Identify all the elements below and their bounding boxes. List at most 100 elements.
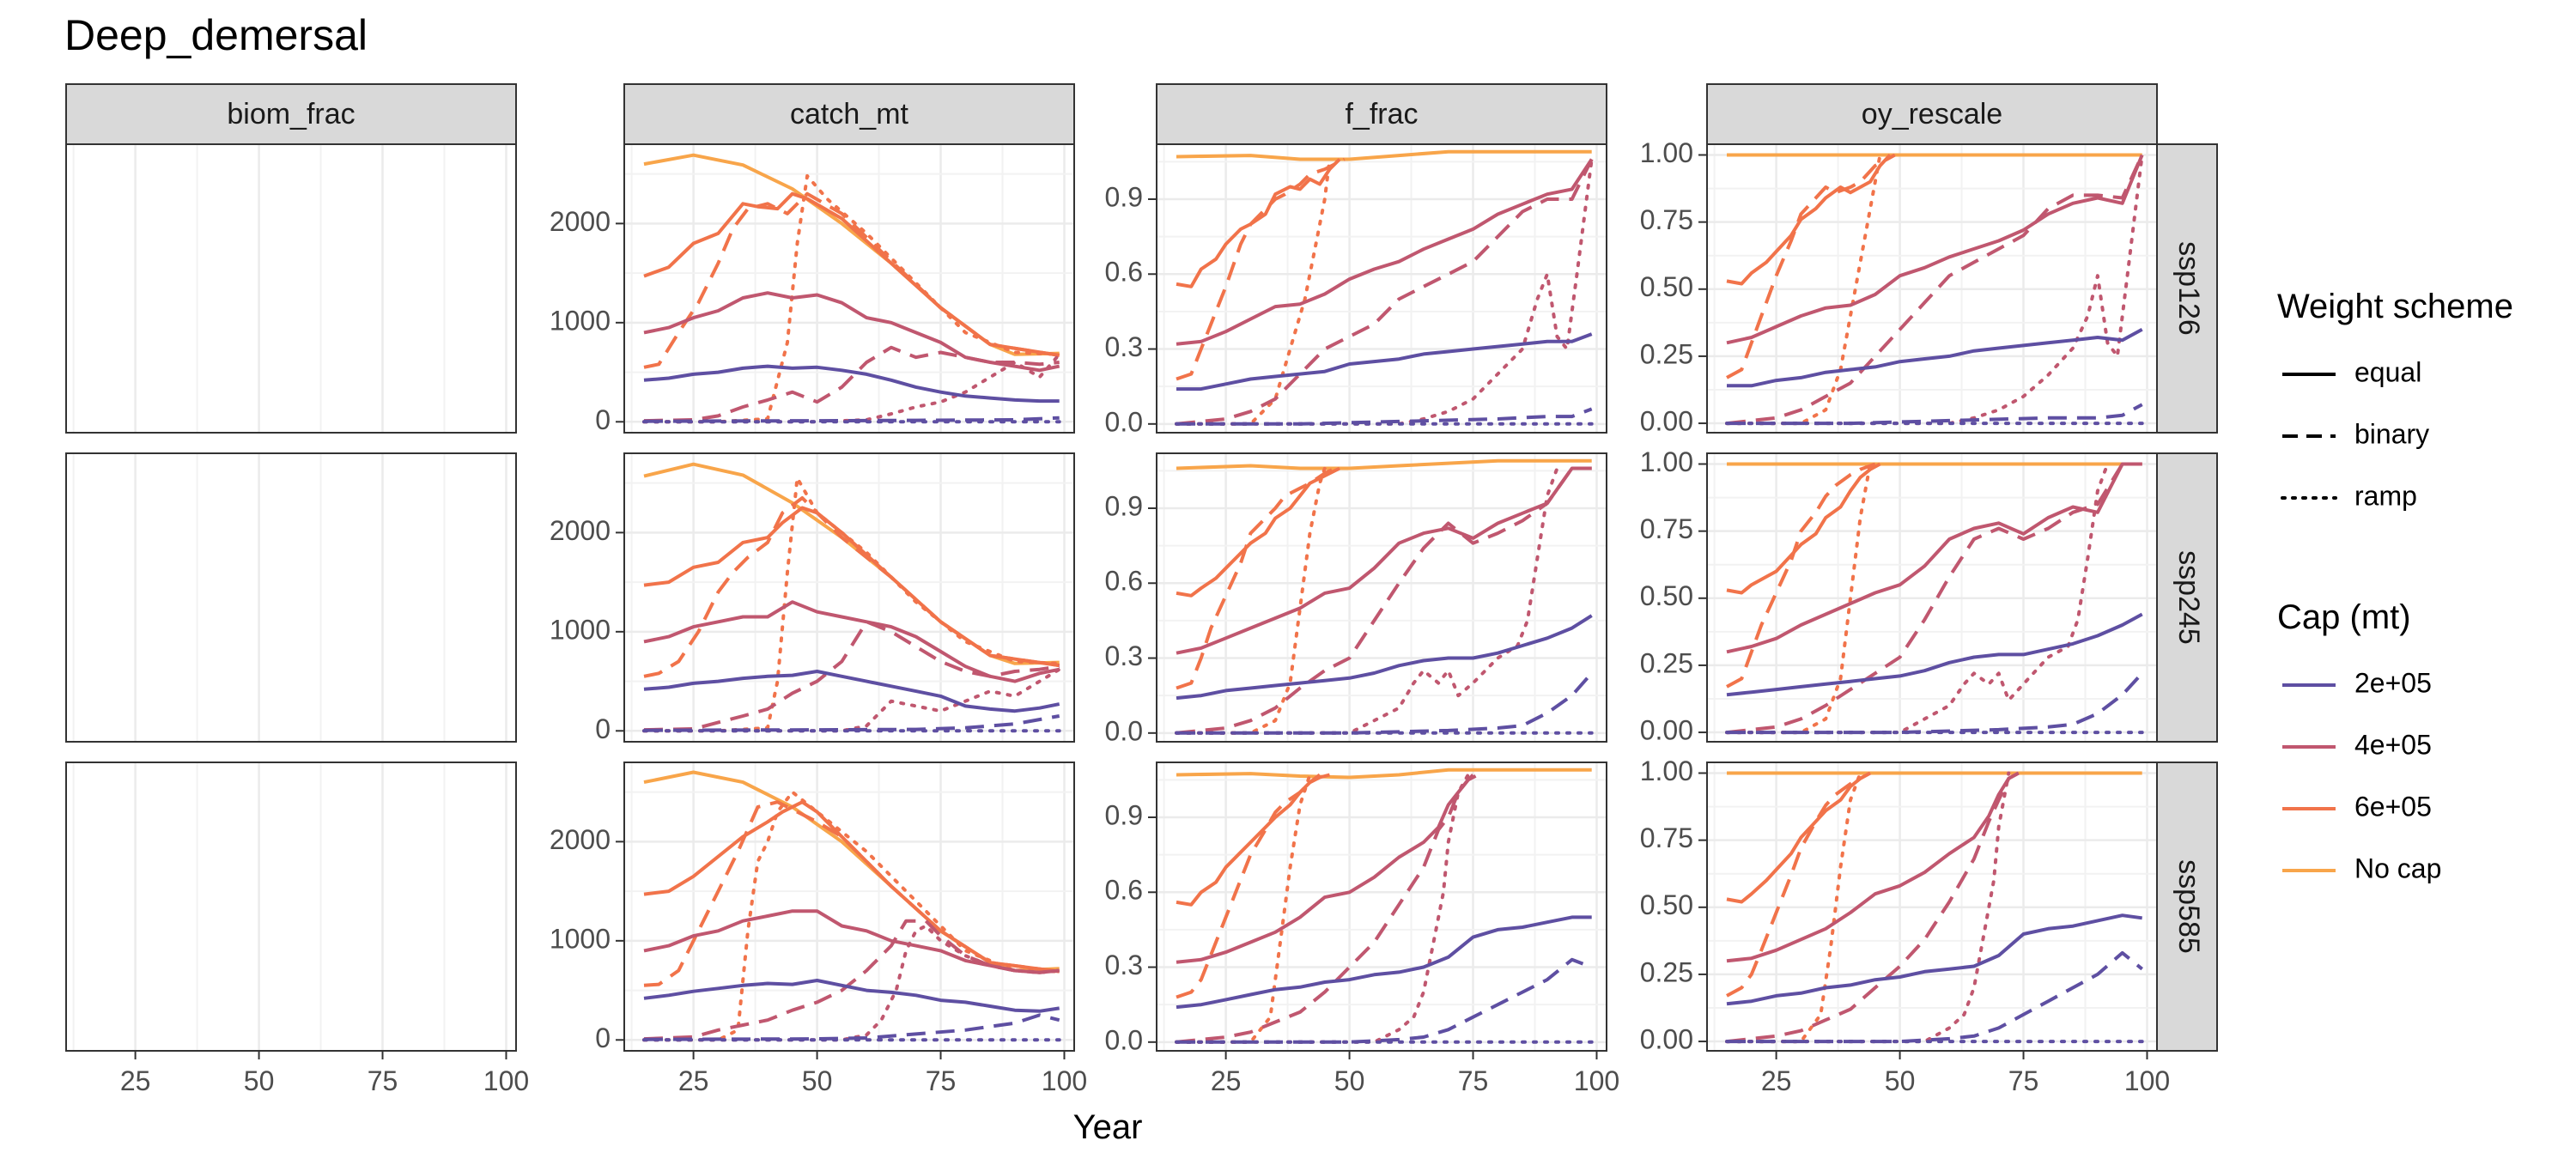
series-line-4e-05-binary — [643, 620, 1060, 732]
legend-group: Cap (mt) 2e+05 4e+05 6e+05 No cap — [2277, 598, 2441, 883]
panel-border — [623, 143, 1075, 434]
legend-item: 6e+05 — [2282, 791, 2432, 822]
y-tick-label: 0 — [595, 404, 611, 435]
y-tick-label: 0.3 — [1105, 950, 1143, 980]
series-line-6e-05-equal — [1726, 771, 1871, 904]
series-line-4e-05-equal — [643, 291, 1060, 373]
series-line-4e-05-ramp — [642, 352, 1061, 424]
panel-biom_frac-ssp245 — [65, 452, 517, 743]
x-tick-label: 25 — [678, 1065, 709, 1096]
x-tick-label: 100 — [1574, 1065, 1619, 1096]
series-line-4e-05-ramp — [1175, 466, 1559, 735]
panel-catch_mt-ssp585: 0 1000 2000 25 50 75 100 — [550, 762, 1087, 1096]
panel-border — [623, 762, 1075, 1052]
series-line-6e-05-binary — [1726, 462, 1876, 689]
x-tick-label: 50 — [244, 1065, 275, 1096]
y-tick-label: 0.0 — [1105, 715, 1143, 746]
legend-title: Cap (mt) — [2277, 598, 2411, 636]
series-line-4e-05-ramp — [642, 924, 1061, 1042]
legend-label: binary — [2354, 418, 2429, 449]
row-strip-ssp245 — [2156, 452, 2218, 743]
x-tick-label: 75 — [368, 1065, 398, 1096]
legend-title: Weight scheme — [2277, 288, 2513, 325]
facet-strip-catch_mt — [623, 83, 1075, 145]
series-line-6e-05-ramp — [1175, 773, 1312, 1044]
series-line-4e-05-binary — [1726, 771, 2020, 1044]
series-line-2e-05-equal — [1176, 614, 1593, 701]
panel-border — [65, 143, 517, 434]
row-strip-ssp126 — [2156, 143, 2218, 434]
x-tick-label: 75 — [2008, 1065, 2039, 1096]
series-line-6e-05-binary — [1176, 466, 1336, 690]
series-group — [642, 153, 1061, 424]
panel-background — [66, 453, 516, 742]
series-line-4e-05-equal — [643, 600, 1060, 683]
panel-background — [66, 144, 516, 433]
y-tick-label: 0.50 — [1640, 580, 1693, 611]
legend-item: binary — [2282, 418, 2429, 449]
legend-label: 6e+05 — [2354, 791, 2432, 822]
panel-f_frac-ssp245: 0.0 0.3 0.6 0.9 — [1105, 452, 1607, 746]
series-line-4e-05-equal — [643, 909, 1060, 974]
y-tick-label: 0.50 — [1640, 889, 1693, 920]
series-line-2e-05-binary — [643, 714, 1060, 732]
chart-title: Deep_demersal — [64, 11, 368, 59]
series-line-4e-05-equal — [1726, 154, 2144, 345]
y-tick-label: 0.75 — [1640, 204, 1693, 235]
row-strip-label: ssp126 — [2172, 241, 2205, 336]
series-line-4e-05-ramp — [1175, 773, 1470, 1044]
y-tick-label: 2000 — [550, 515, 611, 546]
series-line-6e-05-ramp — [1725, 771, 1862, 1044]
row-strip-ssp585 — [2156, 762, 2218, 1052]
panel-background — [1157, 762, 1607, 1051]
series-line-4e-05-equal — [1726, 462, 2142, 654]
panel-background — [66, 762, 516, 1051]
y-tick-label: 1000 — [550, 305, 611, 336]
legend-label: 2e+05 — [2354, 667, 2432, 698]
y-tick-label: 0.9 — [1105, 799, 1143, 830]
series-line-2e-05-equal — [1176, 332, 1593, 391]
panel-catch_mt-ssp126: 0 1000 2000 — [550, 143, 1075, 435]
facet-strip-biom_frac — [65, 83, 517, 145]
facet-panels: biom_frac catch_mt f_frac oy_rescale ssp126 s… — [65, 83, 2218, 1096]
legend-item: equal — [2282, 356, 2421, 387]
series-line-2e-05-equal — [1726, 612, 2143, 697]
legend: Weight scheme equal binary ramp Cap (mt) 2e+0… — [2277, 288, 2513, 883]
y-tick-label: 1.00 — [1640, 137, 1693, 168]
series-line-2e-05-equal — [1727, 327, 2143, 388]
panel-background — [624, 144, 1074, 433]
y-tick-label: 1000 — [550, 923, 611, 954]
x-tick-label: 25 — [1761, 1065, 1792, 1096]
series-line-6e-05-binary — [1176, 157, 1346, 381]
series-line-4e-05-binary — [1726, 462, 2142, 735]
y-tick-label: 0.6 — [1105, 875, 1143, 906]
legend-label: ramp — [2354, 480, 2417, 511]
x-tick-label: 100 — [483, 1065, 529, 1096]
facet-strip-label: catch_mt — [790, 98, 908, 130]
series-line-2e-05-binary — [1727, 950, 2143, 1044]
panel-oy_rescale-ssp126: 0.00 0.25 0.50 0.75 1.00 — [1640, 137, 2158, 437]
y-tick-label: 0.75 — [1640, 822, 1693, 853]
series-group — [1725, 153, 2144, 426]
series-line-4e-05-ramp — [1175, 157, 1594, 426]
series-line-2e-05-equal — [1176, 915, 1592, 1010]
series-line-no-cap-equal — [1176, 149, 1592, 161]
x-tick-label: 50 — [802, 1065, 833, 1096]
legend-group: Weight scheme equal binary ramp — [2277, 288, 2513, 511]
facet-strip-oy_rescale — [1706, 83, 2158, 145]
y-tick-label: 0.50 — [1640, 271, 1693, 302]
y-tick-label: 0.3 — [1105, 640, 1143, 671]
panel-border — [1156, 452, 1607, 743]
facet-strip-label: biom_frac — [227, 98, 355, 130]
y-tick-label: 0.00 — [1640, 1024, 1693, 1055]
series-line-4e-05-binary — [1726, 154, 2144, 426]
y-tick-label: 0.9 — [1105, 490, 1143, 521]
x-tick-label: 25 — [120, 1065, 151, 1096]
y-tick-label: 2000 — [550, 824, 611, 855]
series-group — [1175, 458, 1594, 735]
x-tick-label: 25 — [1211, 1065, 1242, 1096]
y-tick-label: 0.25 — [1640, 956, 1693, 987]
x-tick-label: 100 — [1042, 1065, 1087, 1096]
series-line-4e-05-equal — [1176, 158, 1594, 346]
